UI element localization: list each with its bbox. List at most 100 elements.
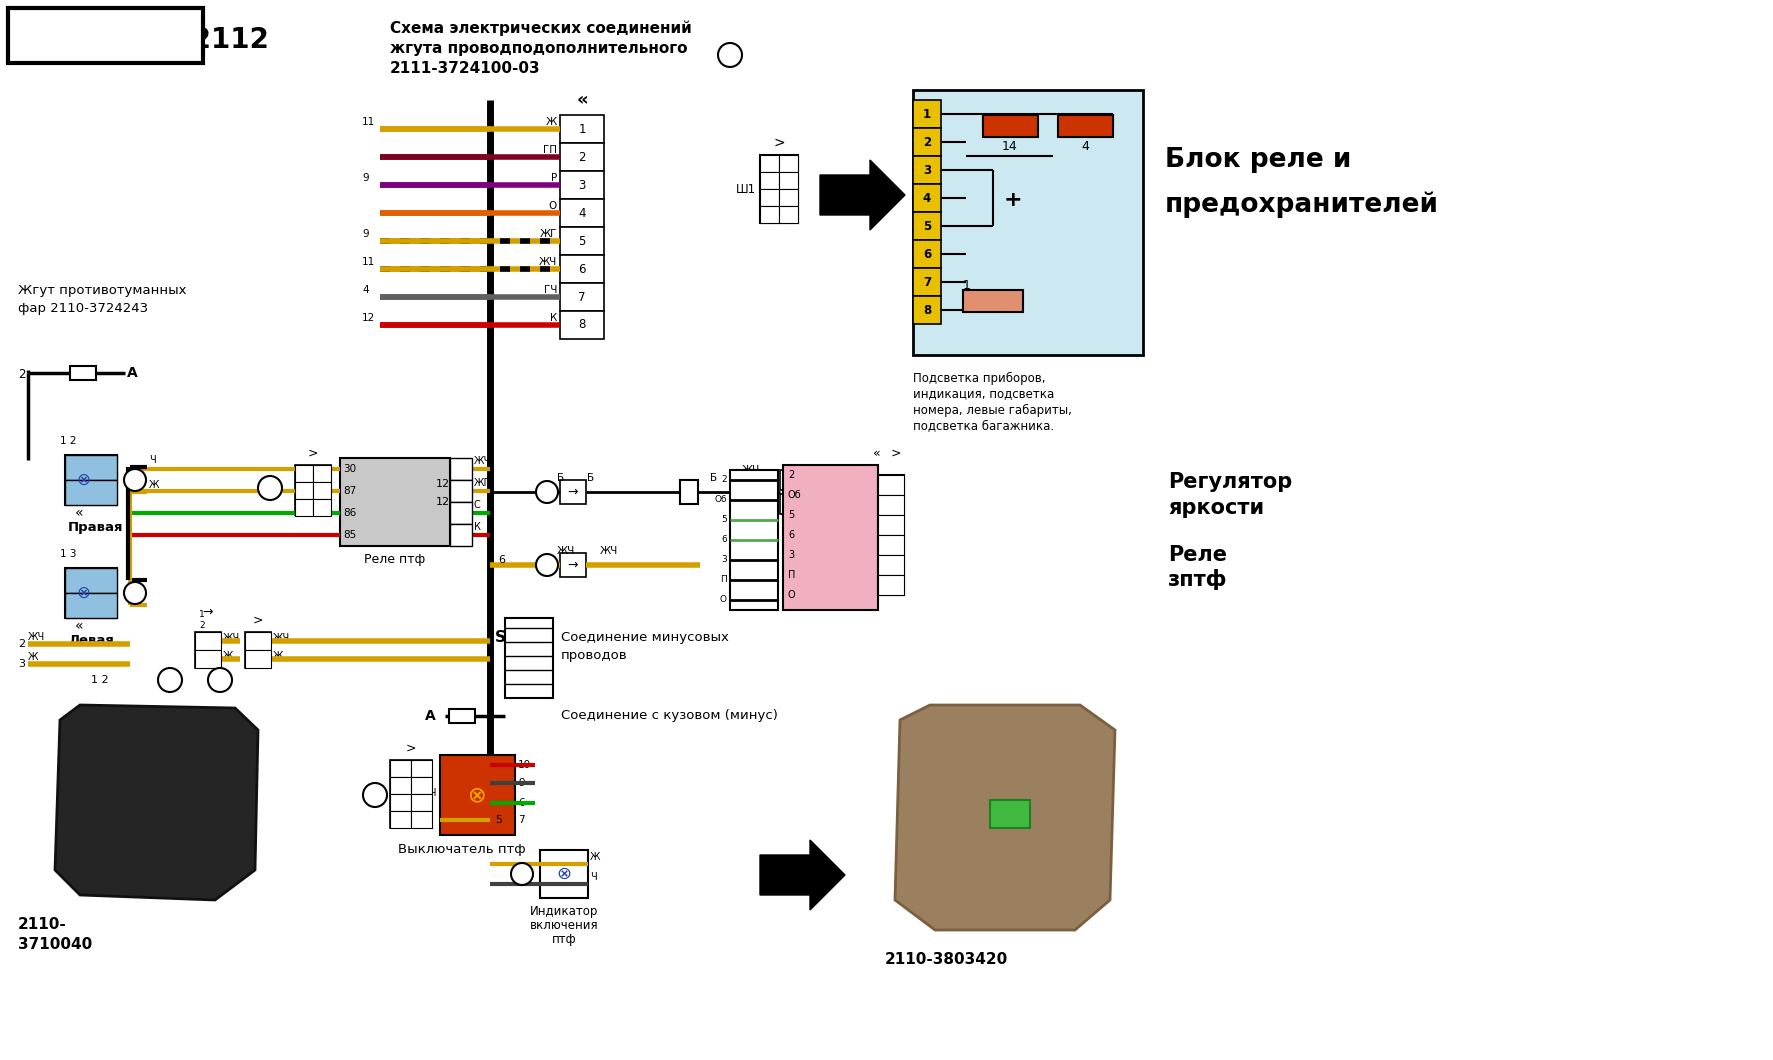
Text: «: « (74, 619, 83, 633)
Text: 3: 3 (888, 520, 894, 530)
Bar (780, 470, 810, 490)
Text: Б: Б (587, 473, 594, 483)
Text: 6: 6 (722, 535, 727, 545)
Text: О: О (720, 596, 727, 604)
Text: 30: 30 (342, 464, 356, 474)
Text: Соединение с кузовом (минус): Соединение с кузовом (минус) (560, 709, 777, 723)
Text: 2: 2 (888, 500, 894, 510)
Text: 87: 87 (300, 502, 309, 512)
Text: 2: 2 (18, 368, 25, 381)
Bar (440, 755, 514, 835)
Text: фар 2110-3724243: фар 2110-3724243 (18, 301, 147, 315)
Bar (759, 155, 778, 172)
Text: Б: Б (709, 473, 716, 483)
Text: Ж: Ж (273, 651, 284, 661)
Text: 2: 2 (106, 462, 112, 472)
Text: 7: 7 (922, 276, 931, 288)
Text: 11: 11 (417, 797, 426, 807)
Bar (245, 632, 271, 650)
Text: Реле: Реле (1167, 545, 1227, 565)
Text: Подсветка приборов,: Подсветка приборов, (913, 371, 1044, 385)
Text: →: → (567, 485, 578, 498)
Text: 87: 87 (342, 485, 356, 496)
Text: «: « (576, 91, 587, 109)
Bar (759, 172, 778, 189)
Bar (450, 458, 472, 480)
Bar (66, 568, 117, 593)
Text: 4: 4 (578, 207, 585, 219)
Polygon shape (819, 160, 904, 230)
Bar (450, 524, 472, 546)
Circle shape (257, 476, 282, 500)
Text: 2: 2 (791, 475, 798, 485)
Bar (195, 632, 222, 650)
Text: 2: 2 (204, 636, 211, 646)
Text: 1: 1 (106, 487, 112, 497)
Text: 3710040: 3710040 (18, 937, 92, 953)
Text: включения: включения (530, 919, 598, 933)
Text: Индикатор: Индикатор (530, 905, 598, 919)
Text: О: О (548, 201, 557, 211)
Text: П: П (720, 576, 727, 584)
Text: Блок реле и: Блок реле и (1165, 147, 1351, 173)
Text: ⊗: ⊗ (76, 471, 90, 489)
Text: 3: 3 (787, 550, 794, 560)
Text: 3: 3 (922, 163, 931, 177)
Text: 6: 6 (498, 555, 505, 565)
Bar (69, 366, 96, 379)
Text: 85: 85 (317, 485, 326, 495)
Text: 3: 3 (785, 176, 791, 184)
Text: 10: 10 (518, 760, 530, 770)
Text: ГП: ГП (543, 145, 557, 155)
Text: ЖЧ: ЖЧ (557, 546, 574, 556)
Text: ЖЧ: ЖЧ (223, 633, 239, 643)
Text: 5: 5 (722, 515, 727, 525)
Text: 3: 3 (418, 763, 424, 773)
Text: Регулятор: Регулятор (1167, 472, 1291, 492)
Bar (780, 494, 810, 514)
Text: Ж: Ж (546, 117, 557, 127)
Bar (913, 212, 940, 240)
Bar (411, 777, 433, 794)
Text: ⊗: ⊗ (468, 785, 486, 805)
Text: ЖЧ: ЖЧ (741, 465, 759, 475)
Bar (411, 794, 433, 811)
Circle shape (124, 469, 145, 491)
Circle shape (535, 481, 558, 504)
Text: 12: 12 (436, 497, 450, 507)
Text: Об: Об (715, 495, 727, 505)
Text: Выключатель птф: Выключатель птф (397, 844, 525, 856)
Text: 12: 12 (436, 479, 450, 489)
Text: Ж: Ж (223, 651, 234, 661)
Text: 2: 2 (785, 193, 791, 201)
Text: ЖЧ: ЖЧ (273, 633, 291, 643)
Bar (982, 114, 1037, 137)
Text: ЖГ: ЖГ (473, 478, 489, 488)
Text: 6: 6 (766, 193, 771, 201)
Text: >: > (307, 446, 317, 459)
Text: 5: 5 (495, 815, 502, 825)
Text: проводов: проводов (560, 650, 628, 662)
Text: 9: 9 (266, 481, 275, 495)
Bar (913, 90, 1142, 355)
Bar (878, 535, 904, 555)
Text: 2: 2 (787, 470, 794, 480)
Text: 8: 8 (578, 318, 585, 332)
Bar (778, 189, 798, 206)
Text: Схема электрических соединений: Схема электрических соединений (390, 20, 691, 36)
Bar (759, 189, 778, 206)
Text: 3: 3 (722, 555, 727, 565)
Text: ⊗: ⊗ (557, 865, 571, 883)
Bar (560, 143, 603, 171)
Circle shape (158, 668, 183, 692)
Text: 5: 5 (888, 561, 894, 569)
Text: Об: Об (787, 490, 801, 500)
Bar (878, 495, 904, 515)
Bar (560, 227, 603, 255)
Text: «: « (74, 506, 83, 520)
Text: Левая: Левая (67, 634, 113, 647)
Text: жгута проводподополнительного: жгута проводподополнительного (390, 40, 688, 55)
Text: 4: 4 (922, 192, 931, 205)
Bar (560, 311, 603, 339)
Circle shape (511, 863, 532, 885)
